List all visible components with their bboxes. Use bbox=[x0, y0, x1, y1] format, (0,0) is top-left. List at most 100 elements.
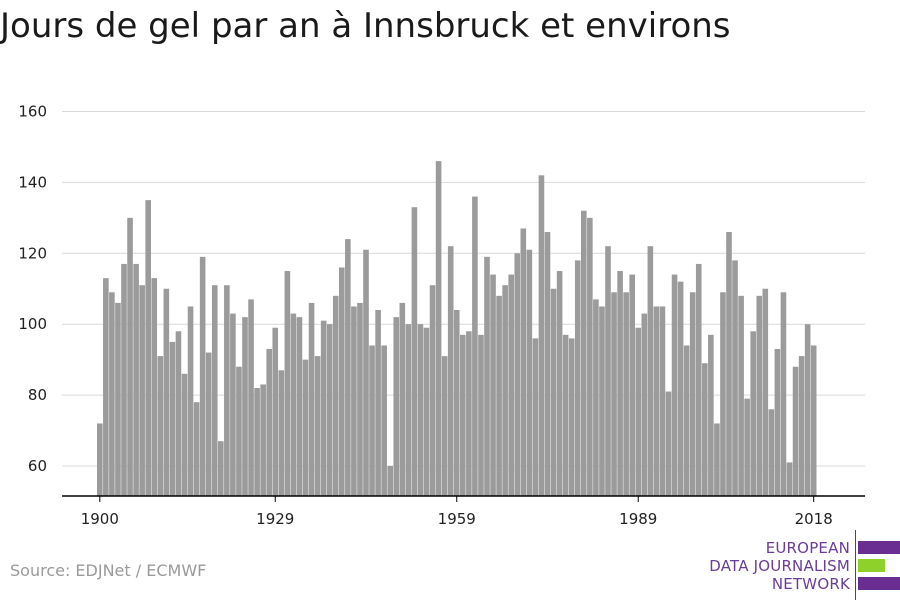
bar-1990[interactable] bbox=[641, 313, 648, 496]
bar-1906[interactable] bbox=[133, 263, 139, 496]
bar-1962[interactable] bbox=[472, 196, 478, 496]
bar-1919[interactable] bbox=[211, 285, 218, 496]
bar-1945[interactable] bbox=[369, 345, 375, 496]
bar-1914[interactable] bbox=[181, 373, 188, 496]
bar-1986[interactable] bbox=[617, 271, 623, 496]
bar-1980[interactable] bbox=[581, 210, 587, 496]
bar-1999[interactable] bbox=[695, 263, 702, 496]
bar-1984[interactable] bbox=[605, 246, 611, 496]
bar-1952[interactable] bbox=[411, 207, 418, 496]
bar-2001[interactable] bbox=[708, 334, 714, 496]
bar-1972[interactable] bbox=[532, 338, 539, 496]
bar-1926[interactable] bbox=[254, 388, 260, 496]
bar-1928[interactable] bbox=[266, 349, 272, 496]
bar-1924[interactable] bbox=[242, 317, 248, 496]
bar-1944[interactable] bbox=[363, 249, 369, 496]
bar-1969[interactable] bbox=[514, 253, 521, 496]
bar-1956[interactable] bbox=[435, 161, 442, 496]
bar-1921[interactable] bbox=[224, 285, 230, 496]
bar-1917[interactable] bbox=[199, 256, 206, 496]
bar-2005[interactable] bbox=[732, 260, 738, 496]
bar-2017[interactable] bbox=[804, 324, 811, 496]
bar-2015[interactable] bbox=[792, 366, 799, 496]
bar-1923[interactable] bbox=[236, 366, 242, 496]
bar-1916[interactable] bbox=[193, 402, 200, 496]
bar-1950[interactable] bbox=[399, 302, 406, 496]
bar-1987[interactable] bbox=[623, 292, 629, 496]
bar-1909[interactable] bbox=[151, 278, 158, 496]
bar-1913[interactable] bbox=[175, 331, 182, 496]
bar-1931[interactable] bbox=[284, 271, 291, 496]
bar-1976[interactable] bbox=[556, 271, 563, 496]
bar-2014[interactable] bbox=[786, 462, 793, 496]
bar-1983[interactable] bbox=[599, 306, 605, 496]
bar-1958[interactable] bbox=[447, 246, 454, 496]
bar-2016[interactable] bbox=[798, 356, 805, 496]
bar-2011[interactable] bbox=[768, 409, 775, 496]
bar-2010[interactable] bbox=[762, 288, 769, 496]
bar-1908[interactable] bbox=[145, 200, 151, 496]
bar-1932[interactable] bbox=[290, 313, 297, 496]
bar-1959[interactable] bbox=[453, 310, 460, 496]
bar-1966[interactable] bbox=[496, 295, 502, 496]
bar-1978[interactable] bbox=[568, 338, 575, 496]
bar-1911[interactable] bbox=[163, 288, 170, 496]
bar-1949[interactable] bbox=[393, 317, 400, 496]
bar-1954[interactable] bbox=[423, 327, 430, 496]
bar-1943[interactable] bbox=[357, 302, 363, 496]
bar-1904[interactable] bbox=[121, 263, 127, 496]
bar-1961[interactable] bbox=[466, 331, 472, 496]
bar-1964[interactable] bbox=[484, 256, 490, 496]
bar-1930[interactable] bbox=[278, 370, 285, 496]
bar-1985[interactable] bbox=[611, 292, 617, 496]
bar-1902[interactable] bbox=[109, 292, 115, 496]
bar-2008[interactable] bbox=[750, 331, 756, 496]
bar-1953[interactable] bbox=[417, 324, 424, 496]
bar-1920[interactable] bbox=[218, 441, 224, 496]
bar-1903[interactable] bbox=[115, 302, 121, 496]
bar-1968[interactable] bbox=[508, 274, 514, 496]
bar-1963[interactable] bbox=[478, 334, 484, 496]
bar-1951[interactable] bbox=[405, 324, 412, 496]
bar-1948[interactable] bbox=[387, 466, 393, 496]
bar-1941[interactable] bbox=[345, 239, 351, 496]
bar-1991[interactable] bbox=[647, 246, 654, 496]
bar-2007[interactable] bbox=[744, 398, 750, 496]
bar-1967[interactable] bbox=[502, 285, 508, 496]
bar-1973[interactable] bbox=[538, 175, 545, 496]
bar-1988[interactable] bbox=[629, 274, 635, 496]
bar-1977[interactable] bbox=[562, 334, 569, 496]
bar-2009[interactable] bbox=[756, 295, 763, 496]
bar-1935[interactable] bbox=[308, 302, 315, 496]
bar-1907[interactable] bbox=[139, 285, 145, 496]
bar-1927[interactable] bbox=[260, 384, 266, 496]
bar-1957[interactable] bbox=[441, 356, 448, 496]
bar-2002[interactable] bbox=[714, 423, 720, 496]
bar-1995[interactable] bbox=[671, 274, 678, 496]
bar-1982[interactable] bbox=[593, 299, 599, 496]
bar-1997[interactable] bbox=[683, 345, 690, 496]
bar-1971[interactable] bbox=[526, 249, 533, 496]
bar-1922[interactable] bbox=[230, 313, 236, 496]
bar-2012[interactable] bbox=[774, 349, 781, 496]
bar-1934[interactable] bbox=[302, 359, 309, 496]
bar-1992[interactable] bbox=[653, 306, 660, 496]
bar-1975[interactable] bbox=[550, 288, 557, 496]
bar-1939[interactable] bbox=[332, 295, 339, 496]
bar-1901[interactable] bbox=[103, 278, 109, 496]
bar-1993[interactable] bbox=[659, 306, 666, 496]
bar-2003[interactable] bbox=[720, 292, 726, 496]
bar-1965[interactable] bbox=[490, 274, 496, 496]
bar-1942[interactable] bbox=[351, 306, 357, 496]
bar-1915[interactable] bbox=[187, 306, 194, 496]
bar-1960[interactable] bbox=[460, 334, 466, 496]
bar-1994[interactable] bbox=[665, 391, 672, 496]
bar-1900[interactable] bbox=[97, 423, 103, 496]
bar-2004[interactable] bbox=[726, 232, 732, 496]
bar-1938[interactable] bbox=[326, 324, 333, 496]
bar-1940[interactable] bbox=[339, 267, 345, 496]
edjnet-logo[interactable]: EUROPEAN DATA JOURNALISM NETWORK bbox=[704, 530, 900, 600]
bar-1933[interactable] bbox=[296, 317, 303, 496]
bar-1905[interactable] bbox=[127, 217, 133, 496]
bar-1998[interactable] bbox=[689, 292, 696, 496]
